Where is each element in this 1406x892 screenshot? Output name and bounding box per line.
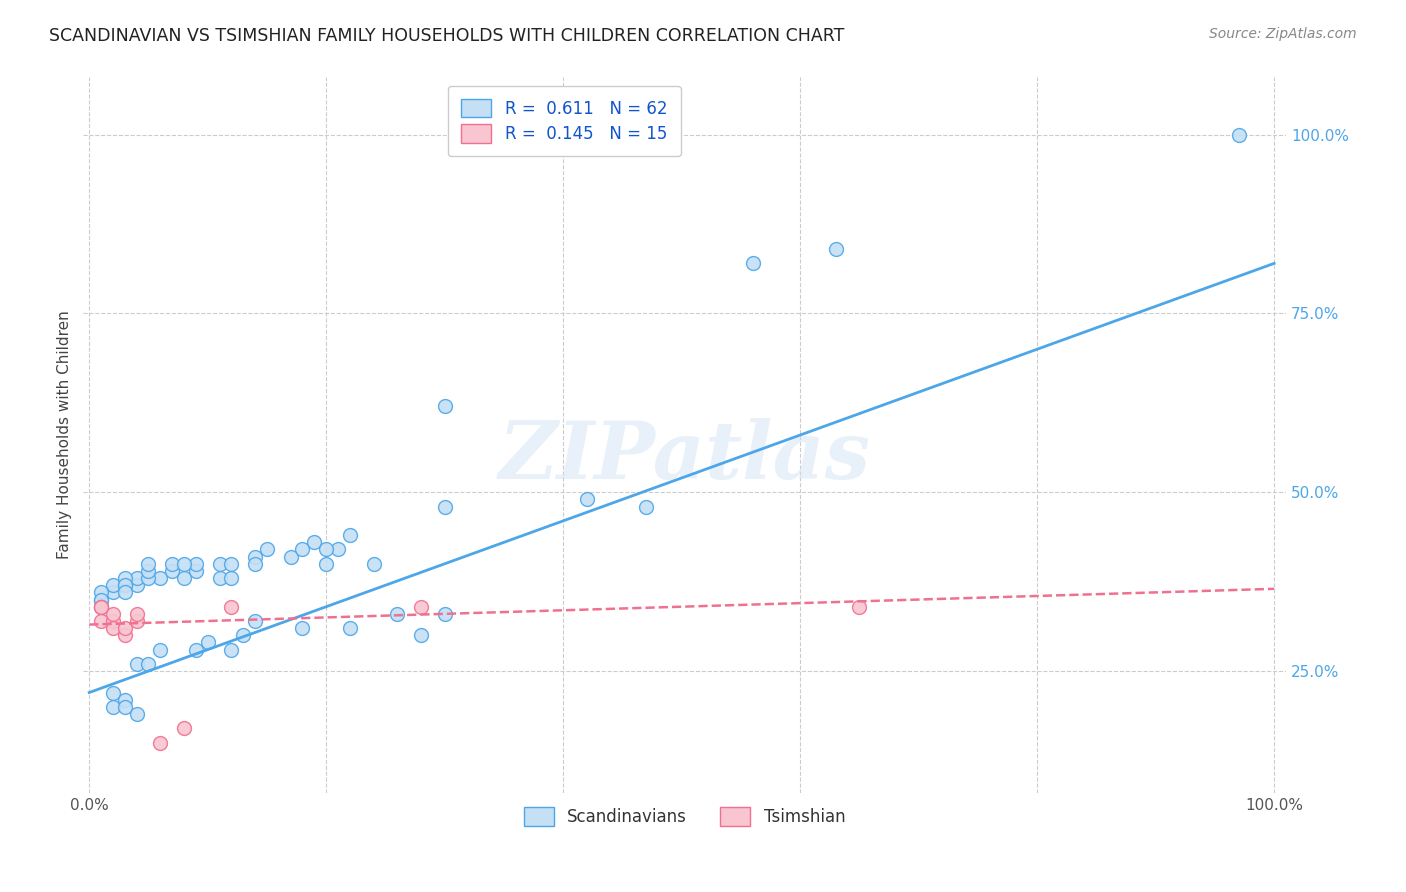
- Point: [208, 557, 231, 571]
- Point: [1227, 128, 1250, 142]
- Point: [138, 657, 160, 671]
- Point: [149, 735, 172, 749]
- Point: [101, 614, 124, 628]
- Point: [291, 542, 314, 557]
- Point: [741, 256, 763, 270]
- Point: [221, 642, 243, 657]
- Point: [114, 699, 136, 714]
- Point: [90, 592, 112, 607]
- Point: [90, 599, 112, 614]
- Point: [125, 571, 148, 585]
- Point: [326, 542, 349, 557]
- Point: [125, 657, 148, 671]
- Point: [232, 628, 254, 642]
- Point: [90, 599, 112, 614]
- Point: [160, 557, 183, 571]
- Point: [433, 607, 456, 621]
- Point: [101, 621, 124, 635]
- Point: [125, 578, 148, 592]
- Text: Source: ZipAtlas.com: Source: ZipAtlas.com: [1209, 27, 1357, 41]
- Point: [221, 599, 243, 614]
- Point: [90, 614, 112, 628]
- Point: [280, 549, 302, 564]
- Point: [160, 564, 183, 578]
- Point: [125, 614, 148, 628]
- Point: [149, 571, 172, 585]
- Point: [184, 642, 207, 657]
- Legend: Scandinavians, Tsimshian: Scandinavians, Tsimshian: [516, 799, 853, 834]
- Point: [243, 614, 266, 628]
- Point: [409, 628, 432, 642]
- Point: [138, 564, 160, 578]
- Point: [256, 542, 278, 557]
- Point: [387, 607, 409, 621]
- Point: [101, 685, 124, 699]
- Point: [101, 585, 124, 599]
- Point: [315, 557, 337, 571]
- Point: [173, 571, 195, 585]
- Point: [433, 500, 456, 514]
- Point: [291, 621, 314, 635]
- Point: [114, 585, 136, 599]
- Point: [173, 721, 195, 735]
- Point: [848, 599, 870, 614]
- Point: [138, 571, 160, 585]
- Point: [339, 528, 361, 542]
- Point: [636, 500, 658, 514]
- Text: ZIPatlas: ZIPatlas: [499, 417, 870, 495]
- Point: [114, 578, 136, 592]
- Point: [221, 557, 243, 571]
- Point: [114, 692, 136, 706]
- Point: [101, 578, 124, 592]
- Point: [114, 571, 136, 585]
- Point: [114, 628, 136, 642]
- Point: [90, 599, 112, 614]
- Point: [824, 242, 846, 256]
- Point: [208, 571, 231, 585]
- Point: [90, 585, 112, 599]
- Point: [184, 557, 207, 571]
- Point: [184, 564, 207, 578]
- Point: [409, 599, 432, 614]
- Point: [575, 492, 598, 507]
- Point: [101, 607, 124, 621]
- Point: [197, 635, 219, 649]
- Point: [363, 557, 385, 571]
- Y-axis label: Family Households with Children: Family Households with Children: [58, 310, 72, 559]
- Point: [315, 542, 337, 557]
- Point: [149, 642, 172, 657]
- Point: [125, 607, 148, 621]
- Point: [243, 549, 266, 564]
- Point: [138, 557, 160, 571]
- Text: SCANDINAVIAN VS TSIMSHIAN FAMILY HOUSEHOLDS WITH CHILDREN CORRELATION CHART: SCANDINAVIAN VS TSIMSHIAN FAMILY HOUSEHO…: [49, 27, 845, 45]
- Point: [433, 400, 456, 414]
- Point: [243, 557, 266, 571]
- Point: [173, 557, 195, 571]
- Point: [90, 592, 112, 607]
- Point: [114, 621, 136, 635]
- Point: [125, 706, 148, 721]
- Point: [339, 621, 361, 635]
- Point: [221, 571, 243, 585]
- Point: [101, 699, 124, 714]
- Point: [114, 578, 136, 592]
- Point: [304, 535, 326, 549]
